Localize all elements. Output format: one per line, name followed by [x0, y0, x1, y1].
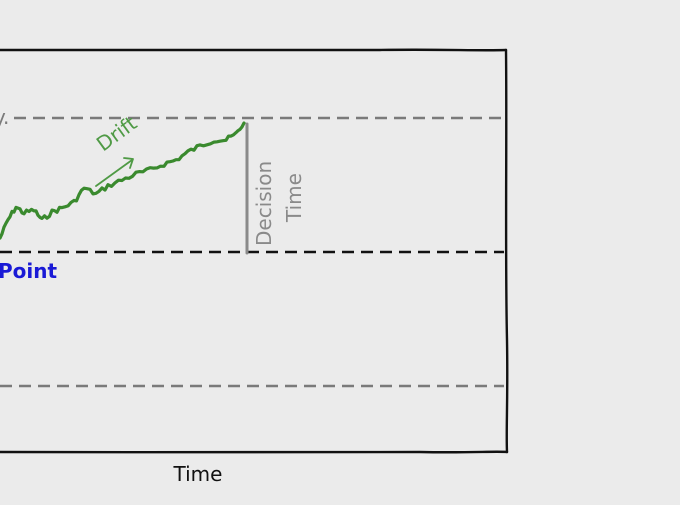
upper-boundary-label: y.	[0, 105, 9, 129]
start-point-label: Point	[0, 259, 57, 283]
plot-frame-bottom	[0, 450, 509, 454]
decision-time-label-line2: Time	[282, 173, 306, 223]
evidence-accumulation-path	[0, 121, 246, 240]
arrow-up-right-icon	[95, 157, 134, 187]
x-axis-label: Time	[173, 462, 223, 486]
plot-frame-right	[504, 48, 509, 454]
decision-time-label-line1: Decision	[252, 161, 276, 246]
plot-frame-top	[0, 48, 508, 52]
